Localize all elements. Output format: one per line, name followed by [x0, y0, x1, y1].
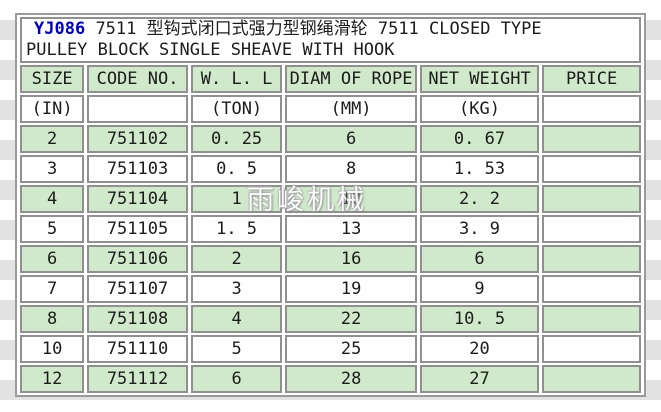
table-cell: 1. 5	[190, 215, 283, 243]
title-line-2: PULLEY BLOCK SINGLE SHEAVE WITH HOOK	[26, 40, 395, 60]
unit-cell	[87, 95, 188, 123]
table-cell: 12	[20, 365, 85, 393]
unit-cell: (KG)	[419, 95, 540, 123]
table-cell: 3	[190, 275, 283, 303]
column-header-net-weight: NET WEIGHT	[419, 65, 540, 93]
unit-cell: (MM)	[285, 95, 417, 123]
table-cell: 10	[285, 185, 417, 213]
table-cell: 751103	[87, 155, 188, 183]
table-cell: 20	[419, 335, 540, 363]
table-cell	[542, 125, 641, 153]
unit-cell: (TON)	[190, 95, 283, 123]
table-row: 10 751110 5 25 20	[20, 335, 641, 363]
table-cell: 6	[190, 365, 283, 393]
table-cell: 751112	[87, 365, 188, 393]
table-row: 5 751105 1. 5 13 3. 9	[20, 215, 641, 243]
table-cell: 751110	[87, 335, 188, 363]
table-cell: 25	[285, 335, 417, 363]
header-row: SIZE CODE NO. W. L. L DIAM OF ROPE NET W…	[20, 65, 641, 93]
title-row: YJ086 7511 型钩式闭口式强力型钢绳滑轮 7511 CLOSED TYP…	[20, 17, 641, 63]
table-cell: 751105	[87, 215, 188, 243]
table-row: 7 751107 3 19 9	[20, 275, 641, 303]
table-cell: 6	[20, 245, 85, 273]
table-cell: 2	[20, 125, 85, 153]
table-row: 4 751104 1 10 2. 2	[20, 185, 641, 213]
table-cell: 3. 9	[419, 215, 540, 243]
title-line-1-text: 7511 型钩式闭口式强力型钢绳滑轮 7511 CLOSED TYPE	[95, 19, 542, 39]
table-cell: 751104	[87, 185, 188, 213]
table-cell: 16	[285, 245, 417, 273]
column-header-size: SIZE	[20, 65, 85, 93]
table-cell: 7	[20, 275, 85, 303]
table-cell: 5	[20, 215, 85, 243]
column-header-price: PRICE	[542, 65, 641, 93]
table-cell	[542, 245, 641, 273]
table-cell: 751108	[87, 305, 188, 333]
table-cell: 2. 2	[419, 185, 540, 213]
table-cell: 8	[20, 305, 85, 333]
table-cell: 0. 5	[190, 155, 283, 183]
table-cell	[542, 185, 641, 213]
unit-cell	[542, 95, 641, 123]
table-row: 8 751108 4 22 10. 5	[20, 305, 641, 333]
spec-table: YJ086 7511 型钩式闭口式强力型钢绳滑轮 7511 CLOSED TYP…	[17, 15, 644, 395]
table-cell: 751107	[87, 275, 188, 303]
table-row: 3 751103 0. 5 8 1. 53	[20, 155, 641, 183]
spec-table-container: YJ086 7511 型钩式闭口式强力型钢绳滑轮 7511 CLOSED TYP…	[15, 13, 646, 397]
table-row: 6 751106 2 16 6	[20, 245, 641, 273]
table-title: YJ086 7511 型钩式闭口式强力型钢绳滑轮 7511 CLOSED TYP…	[20, 17, 641, 63]
table-cell: 8	[285, 155, 417, 183]
table-cell: 28	[285, 365, 417, 393]
column-header-diam-of-rope: DIAM OF ROPE	[285, 65, 417, 93]
table-row: 12 751112 6 28 27	[20, 365, 641, 393]
table-cell: 1. 53	[419, 155, 540, 183]
table-cell: 6	[285, 125, 417, 153]
table-cell: 10. 5	[419, 305, 540, 333]
unit-cell: (IN)	[20, 95, 85, 123]
table-cell: 22	[285, 305, 417, 333]
table-cell: 1	[190, 185, 283, 213]
table-cell: 751106	[87, 245, 188, 273]
table-cell: 0. 67	[419, 125, 540, 153]
table-cell	[542, 275, 641, 303]
table-cell	[542, 335, 641, 363]
table-cell: 0. 25	[190, 125, 283, 153]
table-cell: 751102	[87, 125, 188, 153]
table-row: 2 751102 0. 25 6 0. 67	[20, 125, 641, 153]
column-header-code-no: CODE NO.	[87, 65, 188, 93]
table-cell: 6	[419, 245, 540, 273]
units-row: (IN) (TON) (MM) (KG)	[20, 95, 641, 123]
table-cell: 4	[190, 305, 283, 333]
table-cell: 13	[285, 215, 417, 243]
table-cell: 2	[190, 245, 283, 273]
table-cell	[542, 155, 641, 183]
table-cell: 27	[419, 365, 540, 393]
table-cell	[542, 215, 641, 243]
table-cell	[542, 305, 641, 333]
table-cell: 19	[285, 275, 417, 303]
table-cell: 4	[20, 185, 85, 213]
model-code: YJ086	[34, 19, 86, 39]
table-cell: 10	[20, 335, 85, 363]
table-cell: 3	[20, 155, 85, 183]
table-cell: 9	[419, 275, 540, 303]
table-cell	[542, 365, 641, 393]
title-line-1: YJ086 7511 型钩式闭口式强力型钢绳滑轮 7511 CLOSED TYP…	[26, 19, 635, 40]
table-cell: 5	[190, 335, 283, 363]
column-header-wll: W. L. L	[190, 65, 283, 93]
